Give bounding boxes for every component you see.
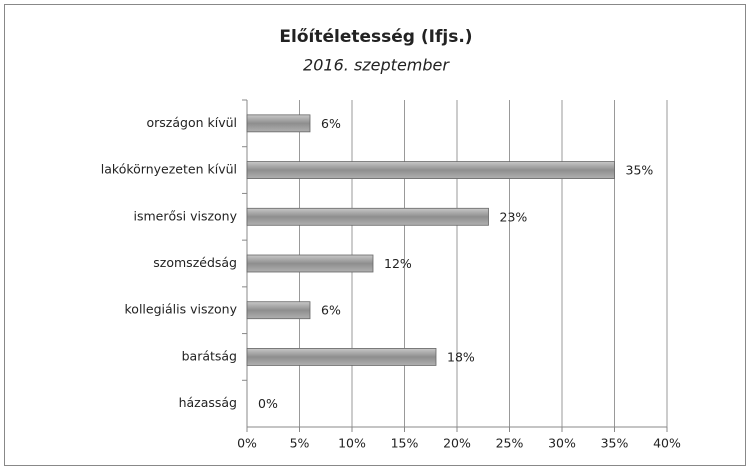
chart-border [4, 4, 746, 466]
y-tick-label: házasság [179, 395, 237, 410]
x-tick-label: 20% [443, 436, 471, 451]
value-label: 35% [626, 163, 654, 178]
y-tick-label: ismerősi viszony [133, 208, 237, 223]
x-tick-label: 30% [548, 436, 576, 451]
value-label: 0% [258, 396, 278, 411]
value-label: 6% [321, 116, 341, 131]
y-tick-label: kollegiális viszony [125, 302, 238, 317]
y-tick-label: országon kívül [146, 115, 237, 130]
chart-title: Előítéletesség (Ifjs.) [279, 27, 472, 47]
y-tick-label: lakókörnyezeten kívül [101, 162, 237, 177]
bar [246, 254, 374, 273]
x-tick-label: 25% [496, 436, 524, 451]
x-tick-label: 40% [653, 436, 681, 451]
chart-subtitle: 2016. szeptember [303, 56, 450, 75]
bar [246, 161, 615, 179]
bar [246, 207, 489, 226]
bar [246, 301, 311, 320]
x-tick-label: 0% [237, 436, 257, 451]
x-tick-label: 5% [290, 436, 310, 451]
y-tick-label: barátság [182, 348, 237, 363]
bar [246, 348, 437, 366]
x-tick-label: 15% [391, 436, 419, 451]
value-label: 18% [447, 349, 475, 364]
x-tick-label: 10% [338, 436, 366, 451]
value-label: 12% [384, 256, 412, 271]
x-tick-label: 35% [601, 436, 629, 451]
value-label: 23% [500, 209, 528, 224]
value-label: 6% [321, 303, 341, 318]
y-tick-label: szomszédság [153, 255, 237, 270]
bar [246, 114, 311, 133]
